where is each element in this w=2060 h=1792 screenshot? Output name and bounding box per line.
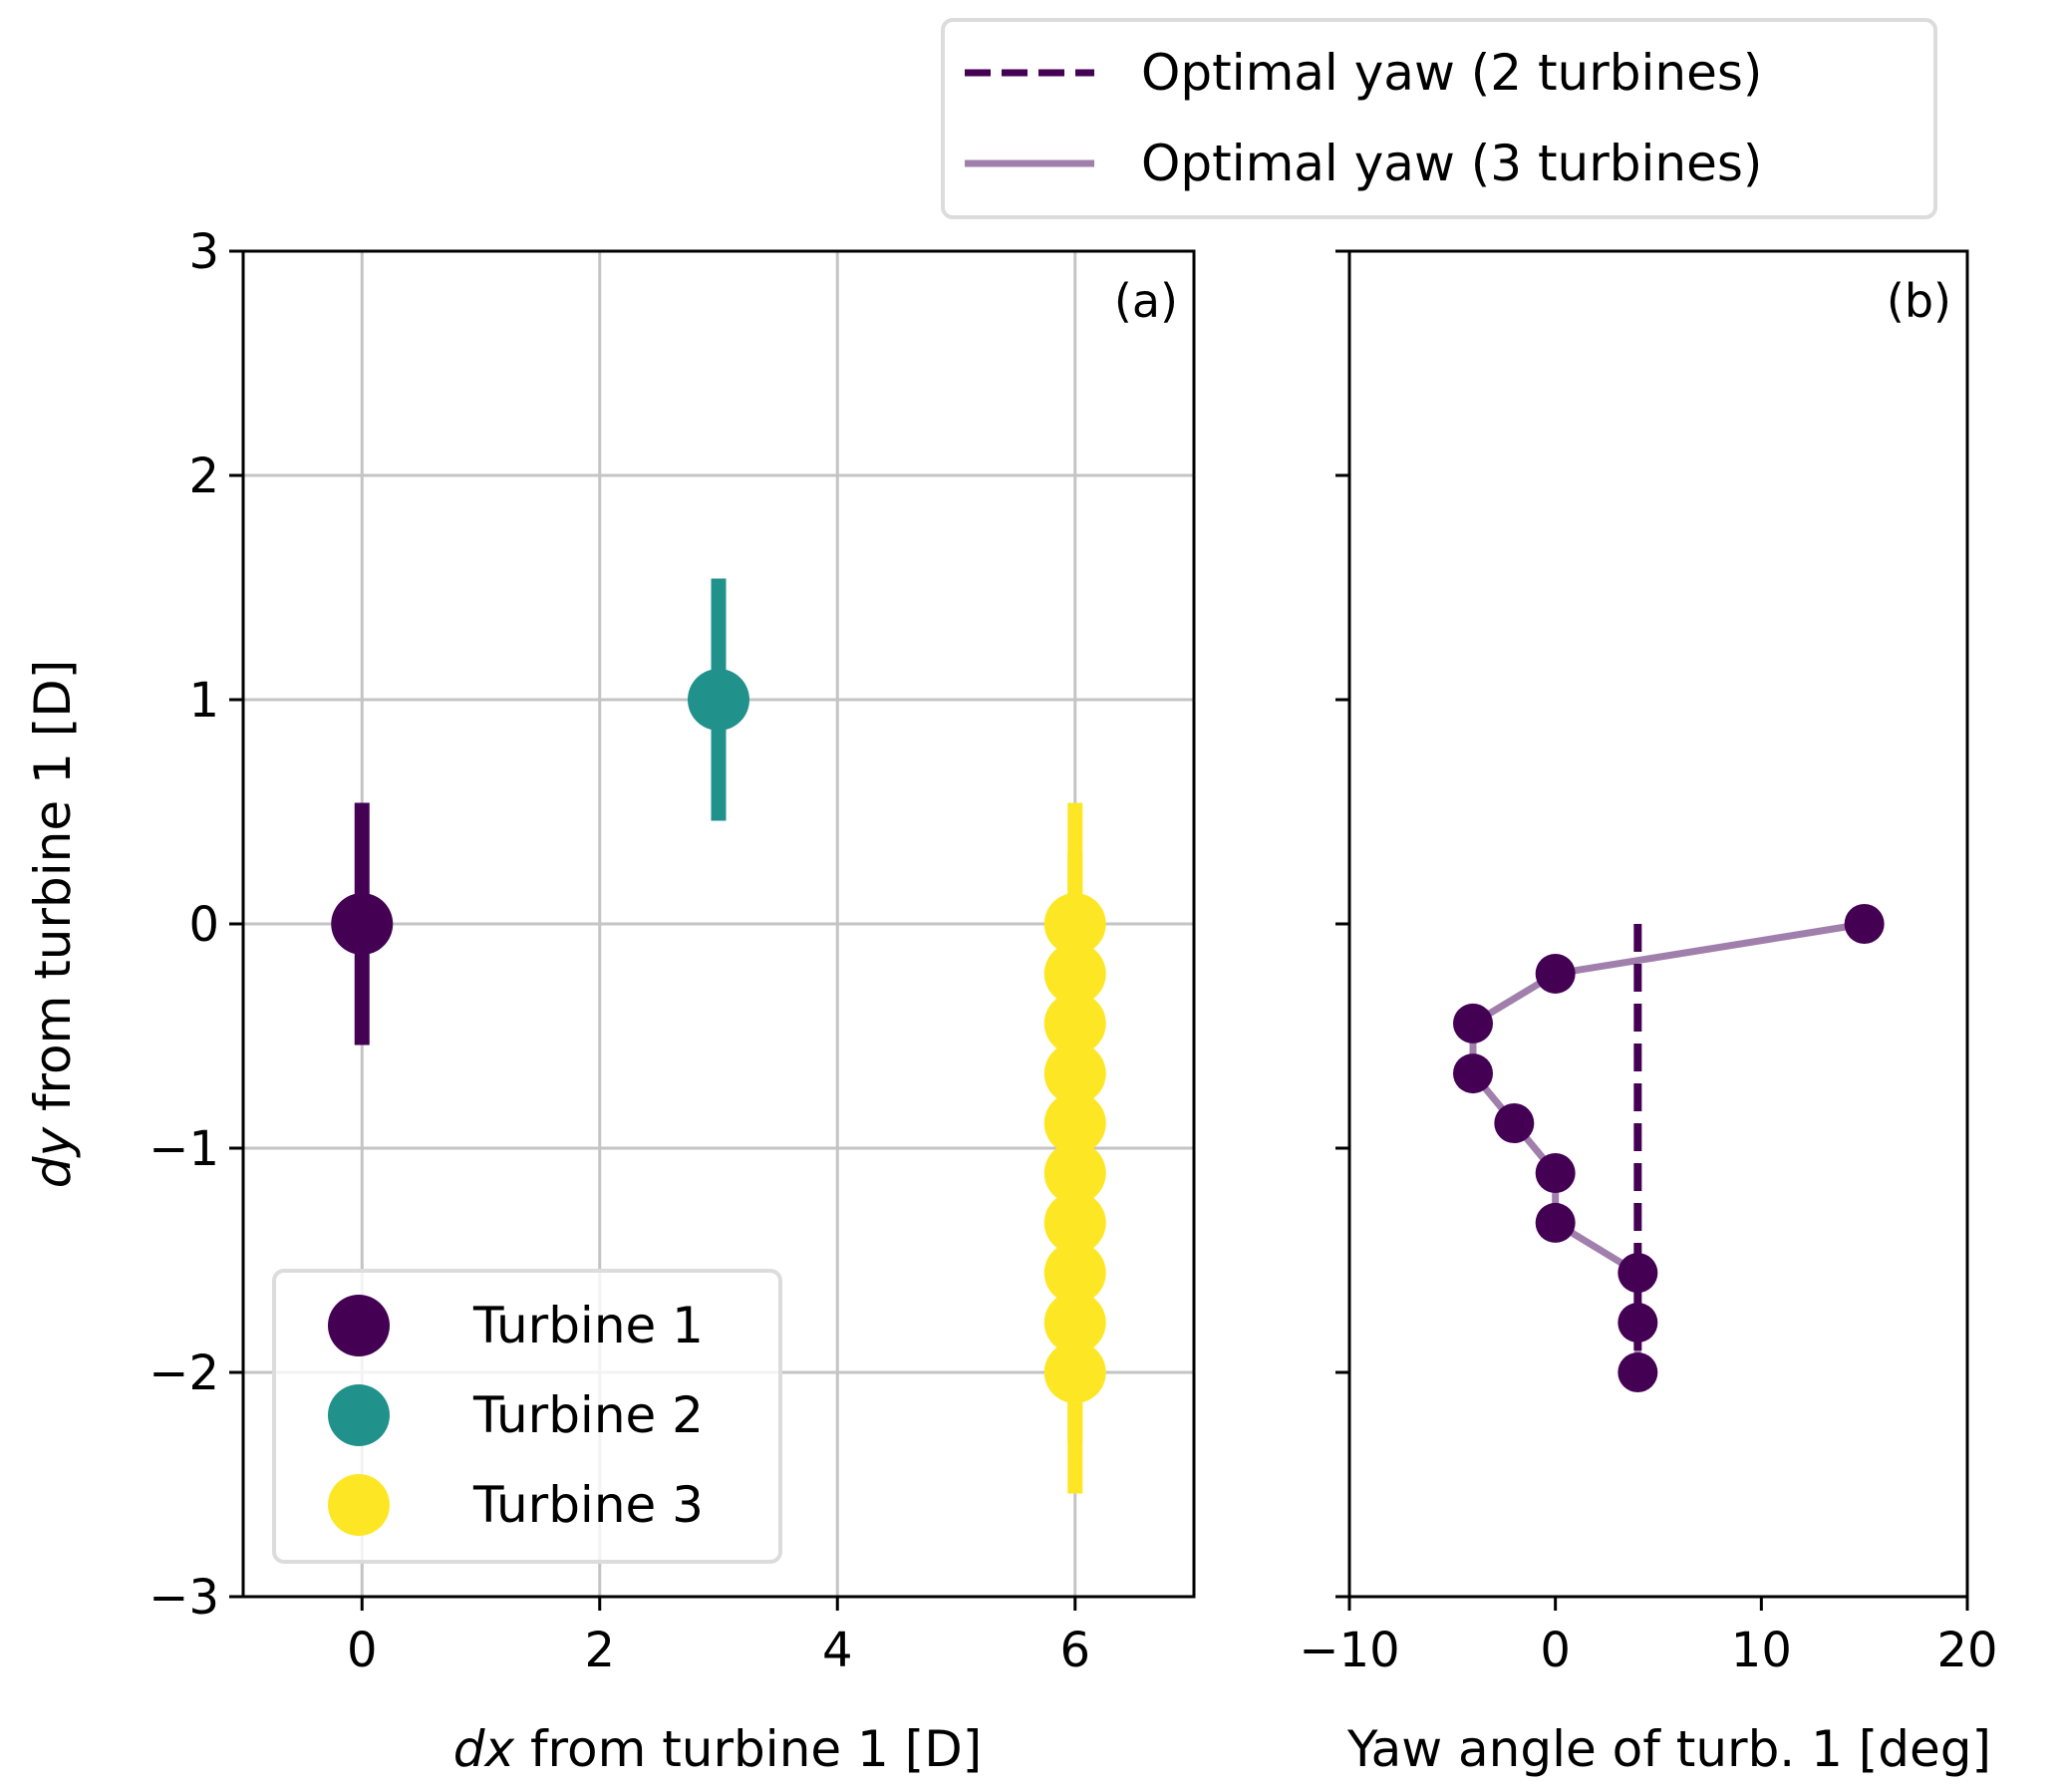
turbine-marker: [1043, 1242, 1106, 1305]
yaw-point: [1535, 1202, 1576, 1243]
yaw-point: [1618, 1352, 1658, 1392]
turbine-marker: [1043, 1292, 1106, 1354]
x-tick-label-b: −10: [1299, 1623, 1399, 1678]
x-tick-label-b: 20: [1936, 1623, 1997, 1678]
yaw-point: [1844, 904, 1885, 944]
y-tick-label-a: 2: [188, 448, 219, 504]
panel-b: −10 0 10 20 (b) Yaw angle of turb. 1 [deg]: [1299, 249, 1998, 1778]
marks-a: [331, 578, 1106, 1494]
legend-a-frame: [272, 1269, 782, 1564]
yaw-point: [1535, 1152, 1576, 1193]
x-tick-label-b: 0: [1540, 1623, 1571, 1678]
x-axis-label-italic: dx: [453, 1720, 515, 1778]
y-tick-label-a: −3: [148, 1570, 219, 1626]
turbine-marker: [1043, 893, 1106, 955]
x-tick-label-a: 4: [822, 1623, 853, 1678]
ticks-b: −10 0 10 20: [1299, 249, 1998, 1678]
y-axis-label-a: dy from turbine 1 [D]: [24, 660, 82, 1189]
legend-a-marker: [328, 1474, 390, 1536]
yaw-point: [1453, 1053, 1493, 1094]
x-tick-label-b: 10: [1731, 1623, 1792, 1678]
y-axis-label-rest: from turbine 1 [D]: [24, 660, 82, 1127]
series-turbine-2: [688, 578, 749, 821]
series-turbine-1: [331, 802, 394, 1045]
legend-a-marker: [328, 1384, 390, 1446]
x-tick-label-a: 0: [347, 1623, 378, 1678]
turbine-marker: [1043, 992, 1106, 1054]
panel-label-b: (b): [1887, 274, 1951, 328]
turbine-marker: [1043, 1092, 1106, 1155]
y-tick-label-a: −2: [148, 1345, 219, 1401]
turbine-marker: [1043, 942, 1106, 1005]
x-axis-label-b: Yaw angle of turb. 1 [deg]: [1346, 1720, 1991, 1778]
turbine-marker: [1043, 1141, 1106, 1204]
x-axis-label-rest: from turbine 1 [D]: [514, 1720, 982, 1778]
top-legend-frame: [941, 18, 1937, 219]
marks-b: [1453, 904, 1885, 1392]
legend-a: Turbine 1 Turbine 2 Turbine 3: [272, 1269, 782, 1564]
series-turbine-3: [1043, 802, 1106, 1494]
y-tick-label-a: 3: [188, 224, 219, 280]
top-legend: Optimal yaw (2 turbines) Optimal yaw (3 …: [941, 18, 1937, 219]
turbine-marker: [1043, 1342, 1106, 1403]
y-tick-label-a: −1: [148, 1121, 219, 1177]
legend-label-2-turbines: Optimal yaw (2 turbines): [1141, 44, 1762, 102]
turbine-marker: [1043, 1191, 1106, 1254]
line-optimal-yaw-3-turbines: [1469, 920, 1866, 1372]
yaw-point: [1618, 1303, 1658, 1344]
legend-a-label: Turbine 2: [472, 1386, 704, 1444]
yaw-point: [1618, 1253, 1658, 1294]
yaw-point: [1494, 1103, 1535, 1144]
ticks-a: 0 2 4 6 −3 −2 −1 0 1 2 3: [148, 224, 1090, 1678]
legend-a-marker: [328, 1295, 390, 1356]
y-axis-label-italic: dy: [24, 1126, 82, 1189]
panel-label-a: (a): [1114, 274, 1178, 328]
legend-a-label: Turbine 3: [472, 1476, 704, 1534]
x-tick-label-a: 2: [584, 1623, 615, 1678]
yaw-point: [1453, 1003, 1493, 1044]
yaw-point: [1535, 953, 1576, 994]
turbine-marker: [1043, 1043, 1106, 1105]
turbine-marker: [331, 893, 394, 955]
panel-a: 0 2 4 6 −3 −2 −1 0 1 2 3 (a) dx from turbine 1 [D]…: [24, 224, 1196, 1778]
x-tick-label-a: 6: [1059, 1623, 1090, 1678]
x-axis-label-a: dx from turbine 1 [D]: [453, 1720, 983, 1778]
turbine-marker: [688, 669, 749, 731]
legend-a-label: Turbine 1: [472, 1297, 704, 1354]
y-tick-label-a: 1: [188, 673, 219, 729]
legend-label-3-turbines: Optimal yaw (3 turbines): [1141, 135, 1762, 192]
y-tick-label-a: 0: [188, 897, 219, 953]
